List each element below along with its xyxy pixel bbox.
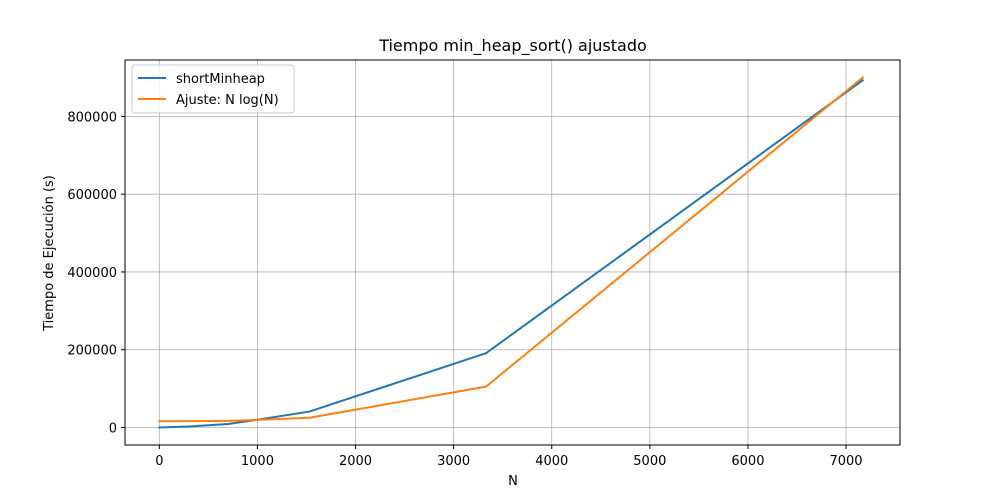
x-tick-label: 1000 [241,454,274,469]
x-tick-label: 2000 [339,454,372,469]
x-tick-label: 3000 [437,454,470,469]
y-tick-label: 200000 [67,344,117,359]
legend: shortMinheap Ajuste: N log(N) [131,64,295,114]
x-tick-label: 6000 [731,454,764,469]
legend-box [131,64,295,114]
plot-frame [124,59,901,446]
x-tick-label: 5000 [633,454,666,469]
x-tick-label: 7000 [829,454,862,469]
y-axis-label: Tiempo de Ejecución (s) [42,175,57,332]
y-tick-label: 0 [109,422,117,437]
legend-label-fit: Ajuste: N log(N) [176,93,279,108]
y-tick-label: 400000 [67,266,117,281]
y-tick-label: 600000 [67,188,117,203]
y-tick-label: 800000 [67,110,117,125]
axis-ticks: 0 1000 2000 3000 4000 5000 6000 7000 0 200000 4000… [67,110,862,469]
chart-title: Tiempo min_heap_sort() ajustado [378,36,647,56]
x-axis-label: N [508,474,518,489]
x-tick-label: 0 [155,454,163,469]
x-tick-label: 4000 [535,454,568,469]
data-series [158,76,865,429]
legend-label-shortminheap: shortMinheap [176,72,265,87]
grid-lines [125,60,900,445]
series-line-fit [158,76,865,423]
